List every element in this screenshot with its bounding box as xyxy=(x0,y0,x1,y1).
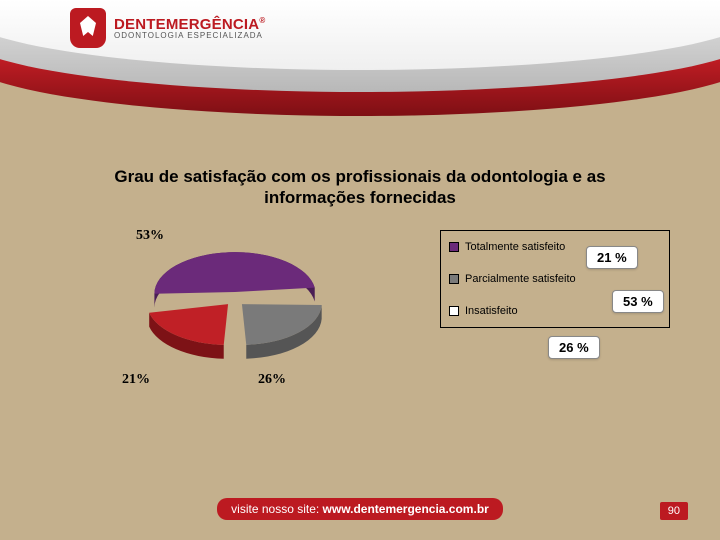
footer-bar: visite nosso site: www.dentemergencia.co… xyxy=(217,498,503,520)
registered-mark: ® xyxy=(259,16,265,25)
pie-slice-0 xyxy=(154,252,314,294)
tooth-icon xyxy=(70,8,106,48)
footer-url: www.dentemergencia.com.br xyxy=(323,502,489,516)
legend-text-2: Insatisfeito xyxy=(465,305,518,317)
value-badge-0: 21 % xyxy=(586,246,638,269)
value-badge-1: 53 % xyxy=(612,290,664,313)
legend-text-1: Parcialmente satisfeito xyxy=(465,273,576,285)
footer: visite nosso site: www.dentemergencia.co… xyxy=(0,498,720,520)
brand-logo: DENTEMERGÊNCIA® ODONTOLOGIA ESPECIALIZAD… xyxy=(70,8,265,48)
pie-label-1: 26% xyxy=(258,372,286,388)
pie-3d xyxy=(130,240,340,370)
value-badge-2: 26 % xyxy=(548,336,600,359)
brand-name: DENTEMERGÊNCIA xyxy=(114,16,259,33)
slide-root: DENTEMERGÊNCIA® ODONTOLOGIA ESPECIALIZAD… xyxy=(0,0,720,540)
legend-swatch-1 xyxy=(449,274,459,284)
pie-chart: 53% 26% 21% xyxy=(80,230,380,430)
page-number: 90 xyxy=(660,502,688,520)
brand-text: DENTEMERGÊNCIA® ODONTOLOGIA ESPECIALIZAD… xyxy=(114,17,265,40)
brand-tagline: ODONTOLOGIA ESPECIALIZADA xyxy=(114,32,265,40)
pie-label-0: 53% xyxy=(136,228,164,244)
legend-swatch-0 xyxy=(449,242,459,252)
legend: Totalmente satisfeito Parcialmente satis… xyxy=(440,230,670,328)
ribbon-band-red xyxy=(0,44,720,116)
slide-title: Grau de satisfação com os profissionais … xyxy=(0,166,720,209)
footer-prefix: visite nosso site: xyxy=(231,502,322,516)
legend-text-0: Totalmente satisfeito xyxy=(465,241,565,253)
pie-svg xyxy=(130,240,340,370)
legend-swatch-2 xyxy=(449,306,459,316)
pie-label-2: 21% xyxy=(122,372,150,388)
